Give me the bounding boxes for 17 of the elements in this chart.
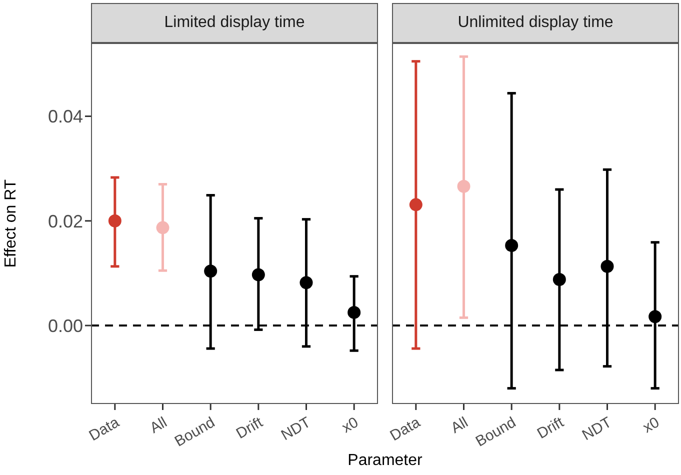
y-axis-title: Effect on RT (2, 179, 20, 268)
x-tick-label: NDT (579, 414, 615, 444)
x-tick-label: All (448, 414, 472, 438)
x-axis-title: Parameter (346, 452, 424, 470)
y-tick-label: 0.00 (48, 316, 83, 336)
y-tick-label: 0.02 (48, 211, 83, 232)
x-tick-label: x0 (339, 414, 362, 437)
x-tick-label: Data (387, 414, 424, 445)
x-tick-label: Data (86, 414, 123, 445)
x-tick-label: x0 (640, 414, 662, 437)
x-tick-label: NDT (278, 414, 314, 444)
x-tick-label: Drift (233, 414, 266, 442)
chart-title: Limited display time (91, 3, 378, 43)
y-tick-label: 0.04 (48, 106, 83, 127)
x-tick-label: All (147, 414, 170, 438)
x-tick-label: Drift (534, 414, 568, 442)
chart-title: Unlimited display time (392, 3, 679, 43)
